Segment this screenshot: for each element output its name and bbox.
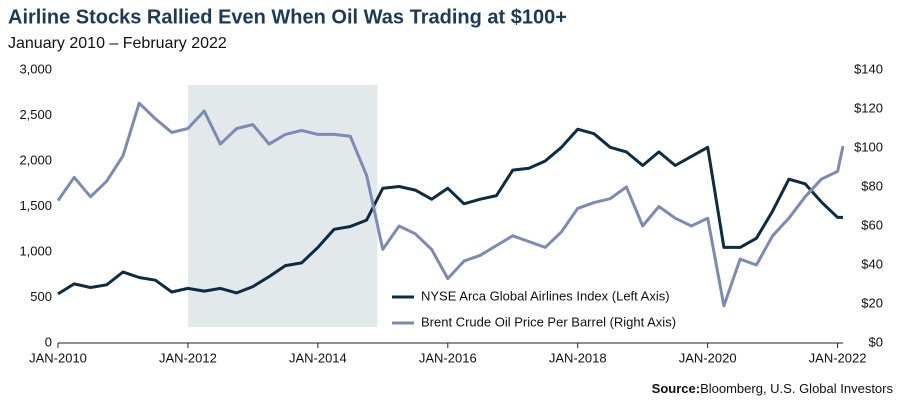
source: Source:Bloomberg, U.S. Global Investors [652, 381, 894, 396]
y-tick-label: 1,000 [19, 243, 52, 258]
x-tick-label: JAN-2014 [289, 350, 347, 365]
x-tick-label: JAN-2010 [29, 350, 87, 365]
legend-label: Brent Crude Oil Price Per Barrel (Right … [421, 314, 676, 329]
y2-tick-label: $80 [861, 178, 883, 193]
x-tick-label: JAN-2022 [809, 350, 867, 365]
y2-tick-label: $140 [854, 61, 883, 76]
chart-title: Airline Stocks Rallied Even When Oil Was… [8, 6, 567, 28]
y2-tick-label: $20 [861, 295, 883, 310]
y2-tick-label: $40 [861, 256, 883, 271]
y2-tick-label: $0 [869, 334, 883, 349]
shaded-period [187, 85, 378, 327]
y-tick-label: 0 [45, 334, 52, 349]
series-line [56, 101, 845, 308]
chart-subtitle: January 2010 – February 2022 [8, 35, 227, 52]
x-tick-label: JAN-2016 [419, 350, 477, 365]
y2-tick-label: $120 [854, 100, 883, 115]
y-tick-label: 2,000 [19, 152, 52, 167]
y-tick-label: 1,500 [19, 198, 52, 213]
source-text: Bloomberg, U.S. Global Investors [700, 381, 893, 396]
y2-tick-label: $100 [854, 139, 883, 154]
x-tick-label: JAN-2020 [679, 350, 737, 365]
x-tick-label: JAN-2018 [549, 350, 607, 365]
y-tick-label: 3,000 [19, 61, 52, 76]
y-tick-label: 500 [30, 289, 52, 304]
x-tick-label: JAN-2012 [159, 350, 217, 365]
source-label: Source: [652, 381, 700, 396]
legend-label: NYSE Arca Global Airlines Index (Left Ax… [421, 288, 670, 303]
series-line [57, 127, 843, 296]
y2-tick-label: $60 [861, 217, 883, 232]
y-tick-label: 2,500 [19, 107, 52, 122]
